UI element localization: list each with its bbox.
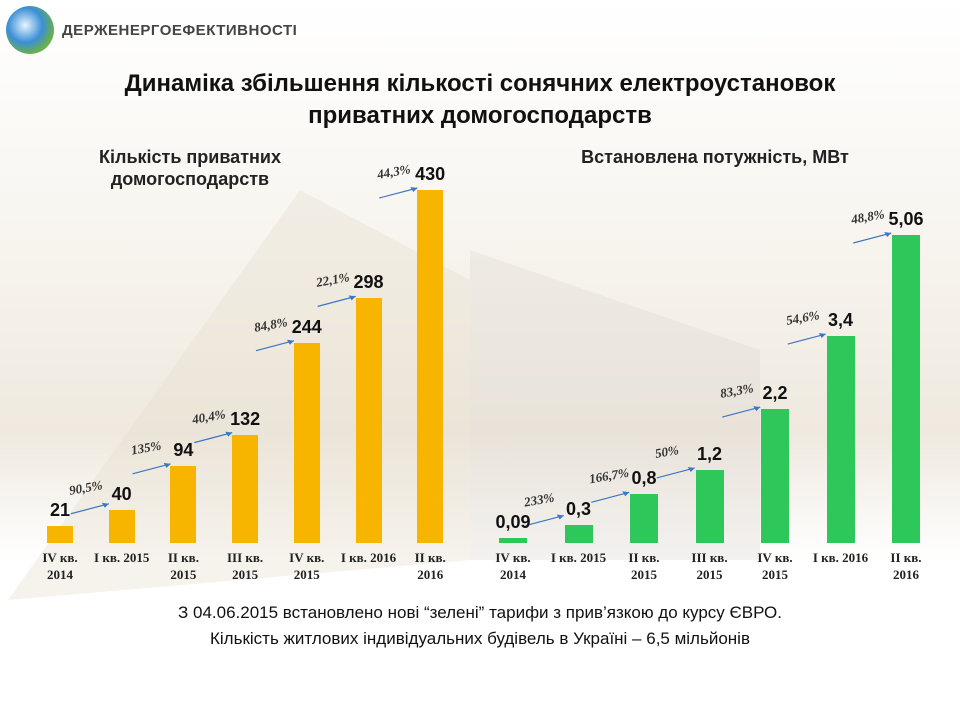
growth-arrow [853,232,892,244]
bar [499,537,527,543]
x-tick-label: III кв. 2015 [691,550,728,582]
bar [170,465,197,543]
growth-arrowhead [884,232,892,237]
value-label: 94 [173,439,194,460]
x-tick-label: II кв. 2015 [167,550,199,582]
x-tick-label: II кв. 2015 [628,550,660,582]
value-label: 40 [111,484,132,505]
value-label: 430 [415,164,446,184]
x-tick-label: IV кв. 2014 [495,550,531,582]
x-tick-label: I кв. 2016 [812,550,869,565]
x-tick-label: IV кв. 2015 [757,550,793,582]
growth-arrow [194,432,233,444]
x-tick-label: I кв. 2015 [550,550,607,565]
footnote-line: З 04.06.2015 встановлено нові “зелені” т… [178,603,782,622]
value-label: 298 [353,272,384,293]
growth-arrowhead [101,502,109,508]
value-label: 1,2 [696,443,723,464]
growth-arrowhead [687,466,695,472]
bar [355,298,382,543]
bar [108,510,135,543]
growth-arrow [722,406,761,418]
x-tick-label: II кв. 2016 [890,550,922,582]
value-label: 3,4 [827,310,854,331]
bar [695,469,724,543]
bar [892,235,920,543]
chart-title: домогосподарств [110,169,270,189]
bar [826,336,855,543]
bar [47,525,73,543]
growth-arrow [525,514,564,527]
value-label: 0,8 [631,468,657,489]
growth-arrowhead [556,514,564,520]
growth-arrow [132,463,171,475]
x-tick-label: III кв. 2015 [226,550,264,582]
chart-title: Встановлена потужність, МВт [581,147,849,167]
value-label: 5,06 [888,209,924,229]
growth-arrow [317,295,356,307]
growth-arrow [591,491,630,503]
growth-arrowhead [286,339,294,345]
growth-arrowhead [348,295,356,301]
growth-arrowhead [753,406,761,412]
org-name: ДЕРЖЕНЕРГОЕФЕКТИВНОСТІ [62,22,298,39]
growth-arrow [255,340,295,352]
bar [293,342,320,543]
bar [761,409,789,543]
x-tick-label: I кв. 2016 [340,550,397,565]
bar [232,434,259,543]
value-label: 0,3 [565,498,592,519]
growth-arrowhead [818,333,826,339]
growth-arrow [70,503,110,515]
bar [630,494,658,543]
bar [417,190,444,543]
footnote-line: Кількість житлових індивідуальних будіве… [210,629,750,648]
growth-arrow [656,467,695,479]
logo [6,6,54,54]
value-label: 21 [49,499,71,520]
growth-arrowhead [622,491,630,497]
title: Динаміка збільшення кількості сонячних е… [0,68,960,132]
value-label: 132 [230,408,261,429]
footnote: З 04.06.2015 встановлено нові “зелені” т… [0,600,960,652]
title-line: Динаміка збільшення кількості сонячних е… [124,70,836,97]
house-shape [8,190,470,600]
x-tick-label: IV кв. 2014 [42,550,78,582]
growth-arrow [787,333,826,345]
growth-arrow [379,187,418,199]
value-label: 2,2 [762,383,788,404]
x-tick-label: IV кв. 2015 [289,550,325,582]
growth-arrowhead [163,462,171,468]
value-label: 244 [291,316,322,337]
bar [564,524,593,543]
chart-title: Кількість приватних [99,147,281,167]
house-shape [470,250,760,560]
x-tick-label: I кв. 2015 [94,550,150,565]
value-label: 0,09 [495,511,531,532]
growth-arrowhead [410,187,418,192]
title-line: приватних домогосподарств [308,102,652,129]
x-tick-label: II кв. 2016 [414,550,446,582]
growth-arrowhead [225,431,233,437]
